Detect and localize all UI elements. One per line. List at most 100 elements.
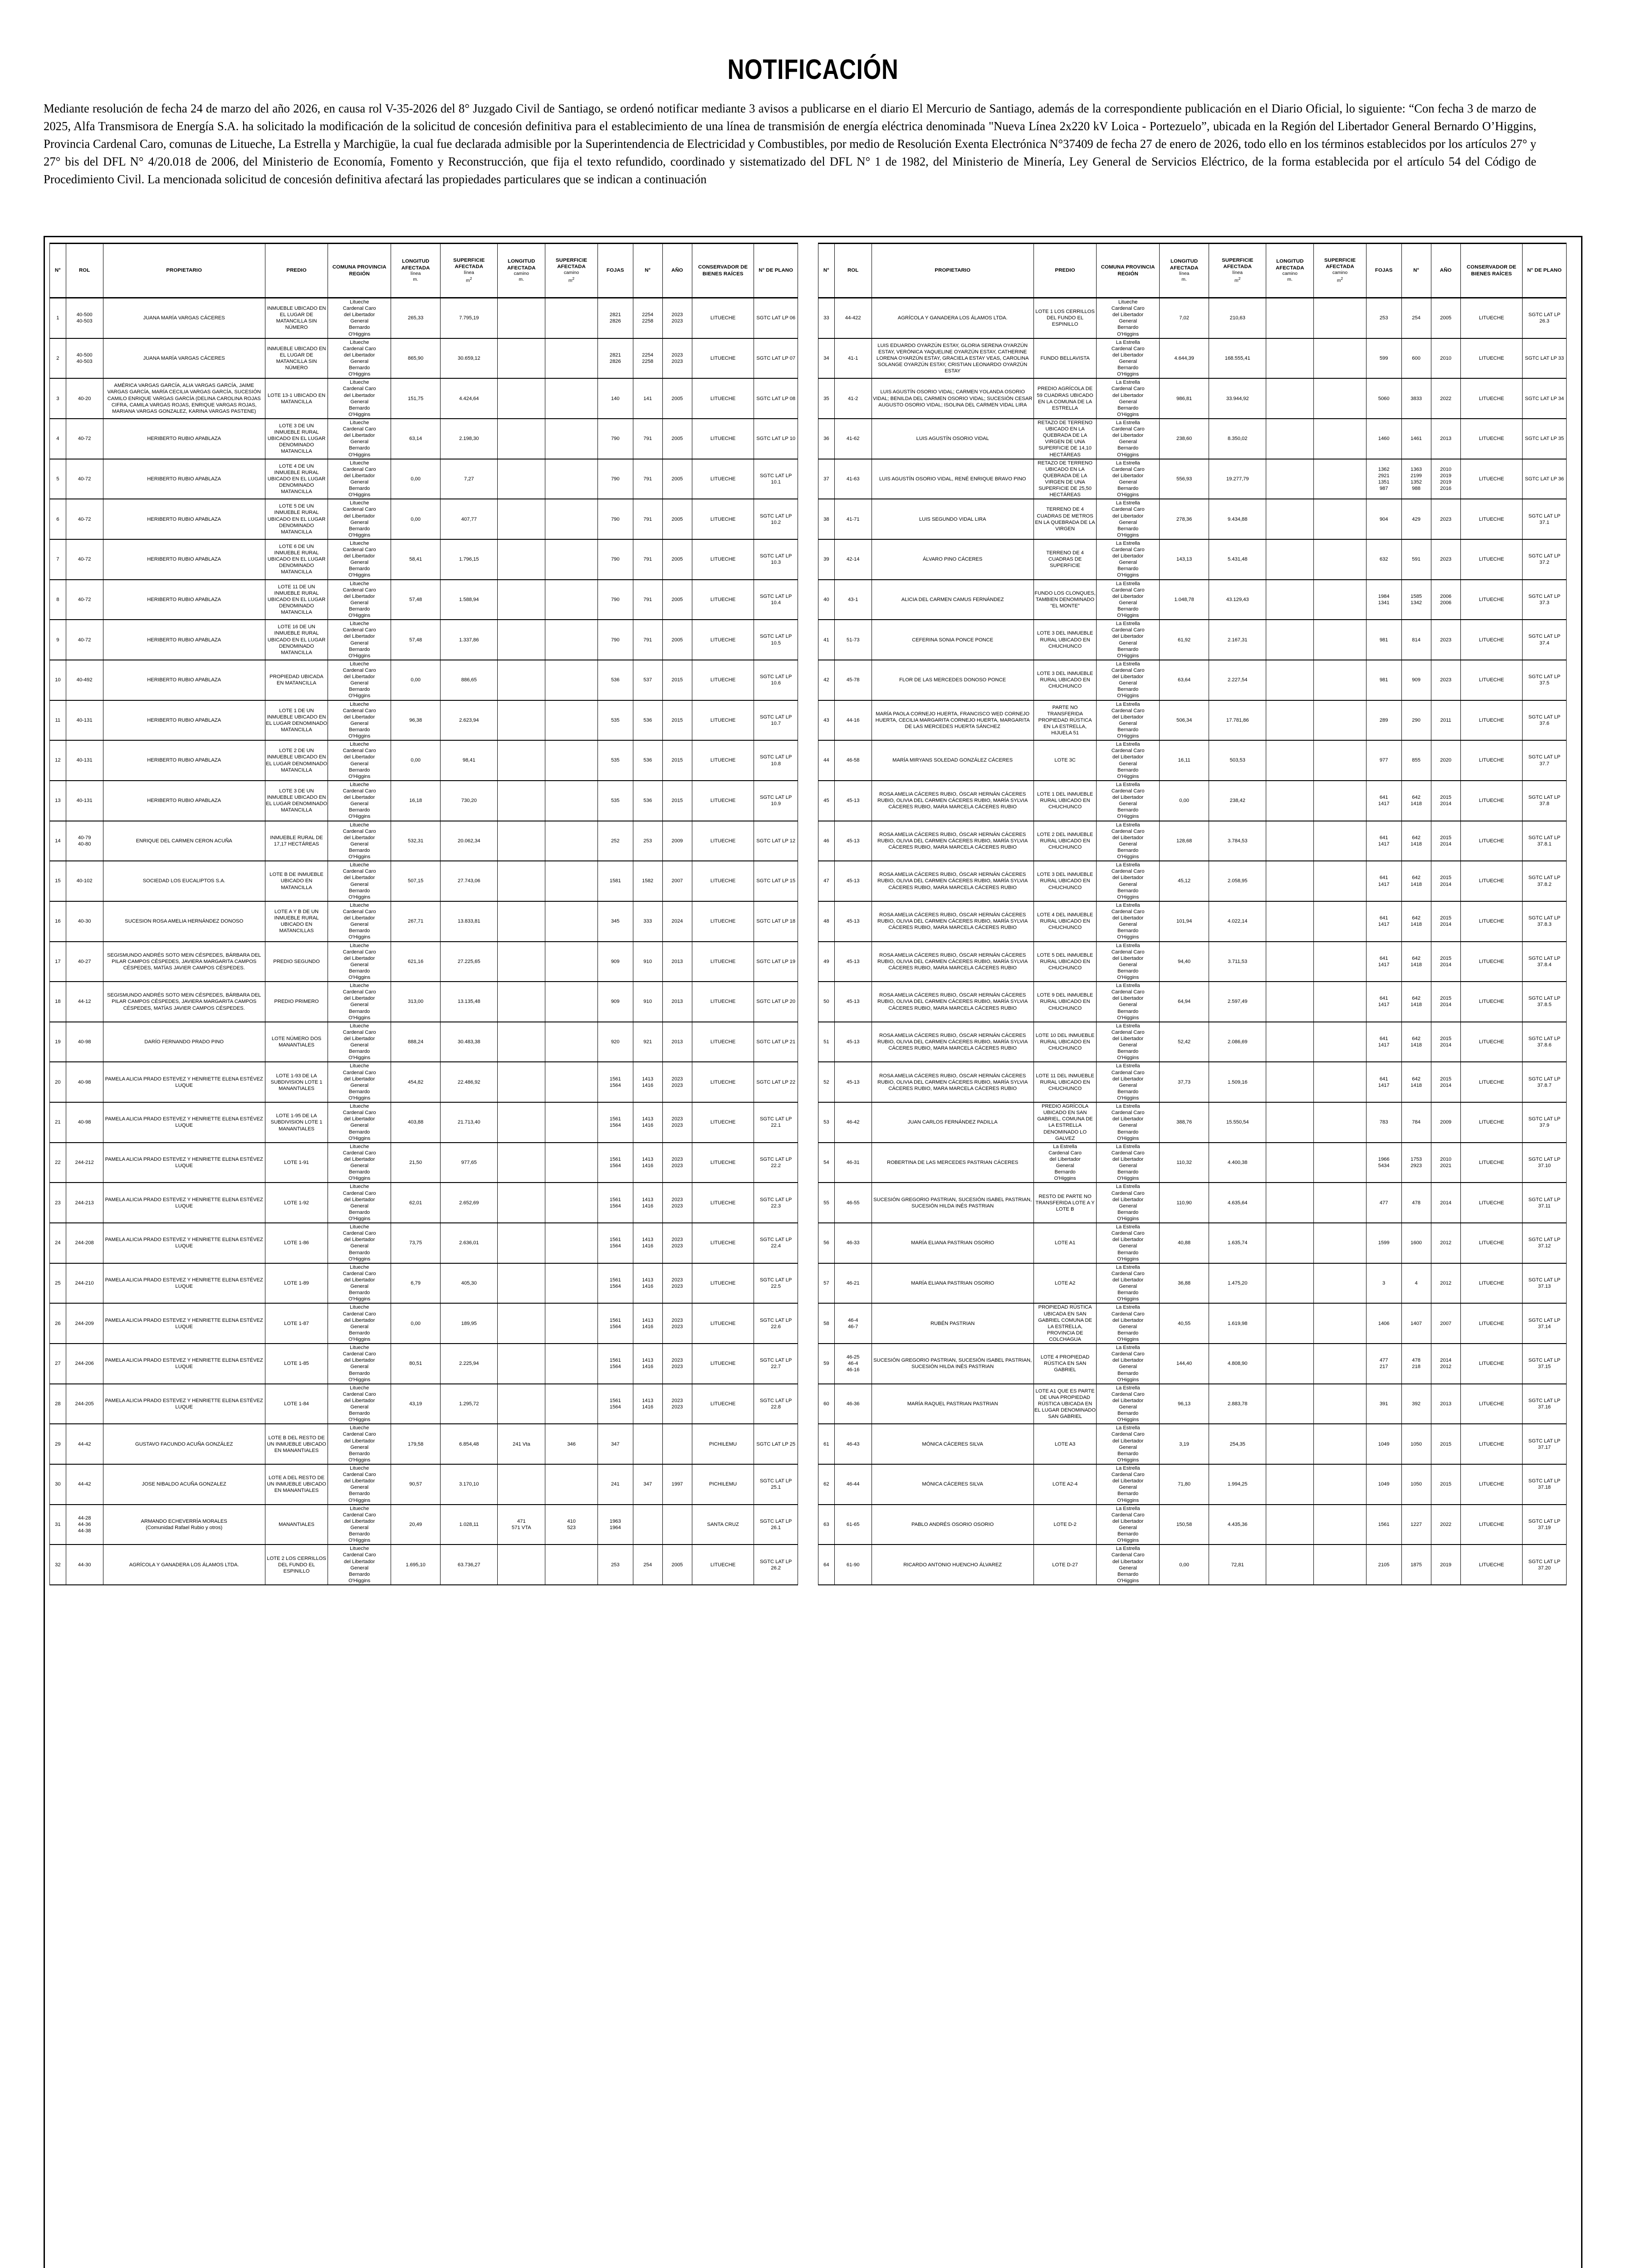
- column-header-label: SUPERFICIE AFECTADA: [555, 258, 588, 270]
- cell-line: O'Higgins: [348, 613, 371, 619]
- column-header-unit: línea: [464, 270, 475, 275]
- cell-numero: 536: [632, 699, 663, 741]
- cell-line: Cardenal Caro: [1111, 346, 1145, 352]
- cell-line: 8: [56, 596, 59, 602]
- cell-line: 600: [1412, 355, 1420, 361]
- cell-line: 238,60: [1176, 436, 1192, 442]
- cell-line: 2921: [1378, 473, 1390, 479]
- cell-line: LOTE A1: [1054, 1240, 1076, 1246]
- table-right-half: N° ROL PROPIETARIO PREDIO COMUNA PROVINCIA R…: [818, 243, 1567, 2268]
- cell-numero: 600: [1401, 337, 1431, 379]
- cell-comuna: La Estrella Cardenal Caro del Libertador Ge…: [1096, 538, 1160, 580]
- cell-line: Cardenal Caro: [343, 1432, 376, 1437]
- cell-line: PREDIO AGRÍCOLA DE 59 CUADRAS UBICADO EN…: [1037, 386, 1093, 411]
- cell-line: LOTE 9 DEL INMUEBLE RURAL UBICADO EN CHU…: [1037, 992, 1093, 1011]
- cell-line: 32: [55, 1562, 61, 1568]
- cell-line: Bernardo: [349, 1531, 370, 1537]
- cell-line: 2005: [671, 436, 683, 442]
- cell-anio: 2023: [1430, 499, 1461, 540]
- cell-n: 19: [49, 1021, 66, 1063]
- cell-line: RICARDO ANTONIO HUENCHO ÁLVAREZ: [903, 1562, 1002, 1568]
- cell-line: General: [1119, 1525, 1137, 1531]
- cell-line: Cardenal Caro: [343, 1110, 376, 1116]
- cell-predio: LOTE 1 DE UN INMUEBLE UBICADO EN EL LUGA…: [264, 699, 328, 741]
- cell-line: LITUECHE: [710, 1562, 736, 1568]
- cell-line: LUIS AGUSTÍN OSORIO VIDAL; CARMEN YOLAND…: [872, 389, 1033, 408]
- cell-line: 6,79: [411, 1281, 421, 1286]
- cell-plano: SGTC LAT LP 37.7: [1522, 740, 1567, 781]
- cell-n: 14: [49, 820, 66, 862]
- cell-line: HERIBERTO RUBIO APABLAZA: [147, 557, 221, 562]
- cell-line: General: [350, 1485, 369, 1491]
- cell-long_camino: [1266, 900, 1314, 942]
- cell-line: SGTC LAT LP 22.6: [759, 1317, 792, 1330]
- column-header-label: AÑO: [671, 268, 683, 274]
- cell-rol: 51-73: [834, 619, 872, 660]
- cell-predio: LOTE 13-1 UBICADO EN MATANCILLA: [264, 378, 328, 419]
- cell-line: 1351: [1378, 479, 1390, 485]
- cell-anio: 2015: [662, 740, 692, 781]
- column-header-label: N° DE PLANO: [759, 268, 793, 274]
- cell-propietario: PAMELA ALICIA PRADO ESTEVEZ Y HENRIETTE …: [103, 1182, 265, 1224]
- cell-line: 556,93: [1176, 476, 1192, 482]
- cell-line: Cardenal Caro: [1111, 1351, 1145, 1357]
- cell-line: 9.434,88: [1227, 516, 1248, 522]
- cell-line: SGTC LAT LP 10.7: [759, 714, 792, 726]
- cell-line: SEGISMUNDO ANDRÉS SOTO MEIN CÉSPEDES, BÁ…: [107, 992, 261, 1011]
- cell-line: LOTE 3 DE UN INMUEBLE RURAL UBICADO EN E…: [267, 423, 326, 455]
- cell-predio: INMUEBLE UBICADO EN EL LUGAR DE MATANCIL…: [264, 297, 328, 339]
- cell-line: LITUECHE: [1479, 637, 1504, 643]
- cell-line: Cardenal Caro: [1048, 1150, 1082, 1156]
- cell-line: 2023: [1440, 557, 1452, 562]
- cell-cbr: LITUECHE: [1460, 981, 1523, 1022]
- cell-line: 73,75: [409, 1240, 422, 1246]
- cell-line: 1406: [1378, 1320, 1390, 1326]
- table-row: 49 45-13 ROSA AMELIA CÁCERES RUBIO, ÓSCAR …: [818, 941, 1567, 982]
- cell-line: SGTC LAT LP 37.8.4: [1528, 955, 1561, 968]
- cell-line: 63,14: [409, 436, 422, 442]
- cell-line: Bernardo: [349, 1089, 370, 1095]
- cell-line: 790: [611, 637, 620, 643]
- cell-line: Bernardo: [349, 365, 370, 371]
- table-row: 42 45-78 FLOR DE LAS MERCEDES DONOSO PONCE…: [818, 659, 1567, 701]
- cell-n: 12: [49, 740, 66, 781]
- cell-line: LITUECHE: [1479, 596, 1504, 602]
- table-row: 7 40-72 HERIBERTO RUBIO APABLAZA LOTE 6 DE …: [49, 538, 798, 580]
- cell-line: 2015: [1440, 875, 1452, 881]
- cell-line: del Libertador: [343, 433, 375, 439]
- cell-line: La Estrella: [1116, 862, 1140, 868]
- cell-anio: 2015: [1430, 1464, 1461, 1505]
- cell-line: MARÍA RAQUEL PASTRIAN PASTRIAN: [907, 1401, 998, 1407]
- table-row: 56 46-33 MARÍA ELIANA PASTRIAN OSORIO LOTE …: [818, 1222, 1567, 1264]
- cell-line: General: [350, 1284, 369, 1290]
- cell-comuna: La Estrella Cardenal Caro del Libertador Ge…: [1096, 1303, 1160, 1344]
- cell-line: LITUECHE: [710, 637, 736, 643]
- cell-long_linea: 556,93: [1159, 458, 1210, 500]
- table-row: 43 44-16 MARÍA PAOLA CORNEJO HUERTA, FRANC…: [818, 699, 1567, 741]
- cell-line: 1564: [609, 1404, 621, 1410]
- cell-n: 61: [818, 1423, 835, 1465]
- cell-line: SGTC LAT LP 06: [756, 315, 796, 321]
- cell-predio: LOTE D-27: [1033, 1544, 1097, 1585]
- cell-long_camino: [497, 1182, 546, 1224]
- cell-comuna: La Estrella Cardenal Caro del Libertador Ge…: [1096, 337, 1160, 379]
- cell-line: 40-72: [78, 476, 91, 482]
- table-row: 39 42-14 ÁLVARO PINO CÁCERES TERRENO DE 4 C…: [818, 538, 1567, 580]
- cell-line: O'Higgins: [348, 1015, 371, 1021]
- cell-comuna: Litueche Cardenal Caro del Libertador Gener…: [328, 860, 391, 902]
- cell-cbr: LITUECHE: [1460, 1544, 1523, 1585]
- cell-line: LOTE 5 DE UN INMUEBLE RURAL UBICADO EN E…: [267, 503, 326, 535]
- cell-line: 642: [1412, 1036, 1420, 1042]
- cell-numero: 141: [632, 378, 663, 419]
- cell-line: Cardenal Caro: [343, 1552, 376, 1558]
- cell-line: 2023: [671, 1404, 683, 1410]
- cell-numero: 478: [1401, 1182, 1431, 1224]
- cell-sup_linea: 72,81: [1209, 1544, 1267, 1585]
- cell-line: 791: [643, 516, 652, 522]
- cell-plano: SGTC LAT LP 10.3: [754, 538, 798, 580]
- cell-line: 41-1: [847, 355, 858, 361]
- cell-line: 641: [1379, 996, 1388, 1002]
- cell-plano: SGTC LAT LP 22: [754, 1061, 798, 1103]
- cell-line: Bernardo: [349, 928, 370, 934]
- cell-line: LOTE NÚMERO DOS MANANTIALES: [271, 1036, 322, 1048]
